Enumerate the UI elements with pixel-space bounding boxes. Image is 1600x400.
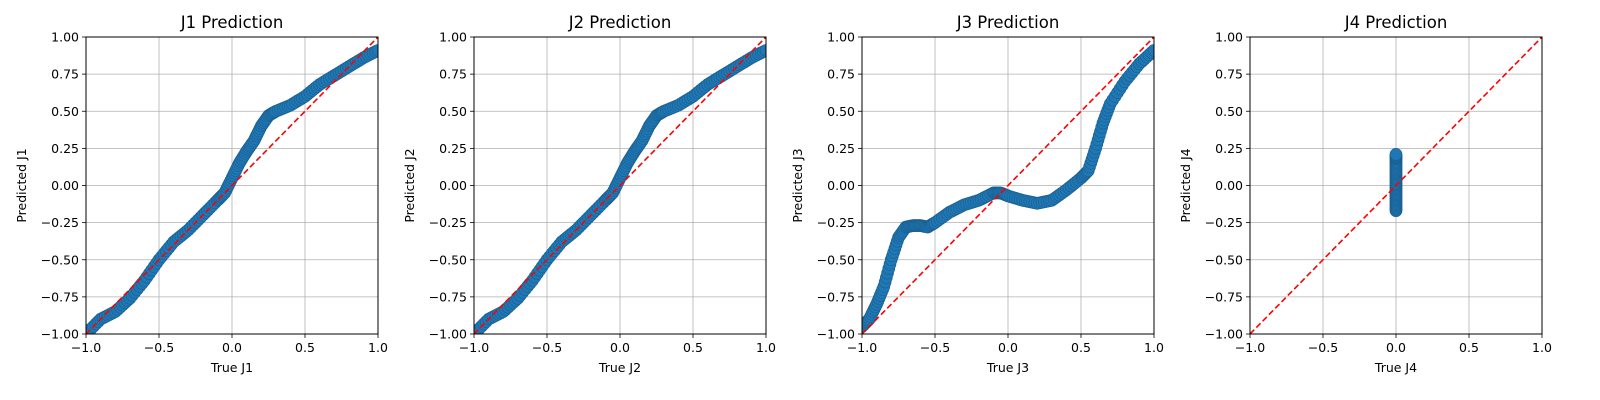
y-tick-label: 0.00 (51, 178, 79, 193)
chart-panel-1: −1.0 −0.5 0.0 0.5 1.0 −1.00 −0.75 −0.50 −0.25 0.0… (14, 13, 388, 375)
y-tick-label: 0.75 (439, 67, 467, 82)
y-tick-label: −0.25 (817, 215, 855, 230)
y-tick-label: 0.75 (51, 67, 79, 82)
y-tick-label: 0.00 (439, 178, 467, 193)
x-axis-label: True J2 (598, 360, 641, 375)
y-tick-label: −1.00 (1205, 327, 1243, 342)
scatter-point (1389, 148, 1403, 161)
y-tick-label: −0.75 (41, 289, 79, 304)
y-tick-label: −0.75 (429, 289, 467, 304)
y-tick-label: −0.50 (429, 252, 467, 267)
scatter-point (371, 44, 378, 57)
x-tick-label: −1.0 (1235, 340, 1265, 355)
scatter-series (86, 44, 378, 334)
x-axis-label: True J4 (1374, 360, 1417, 375)
x-tick-label: 0.5 (1459, 340, 1479, 355)
chart-panel-2: −1.0 −0.5 0.0 0.5 1.0 −1.00 −0.75 −0.50 −0.25 0.0… (402, 13, 776, 375)
y-tick-label: −1.00 (429, 327, 467, 342)
y-tick-label: 0.00 (1215, 178, 1243, 193)
x-tick-label: 0.0 (610, 340, 630, 355)
y-tick-label: 0.25 (51, 141, 79, 156)
y-tick-label: −0.25 (429, 215, 467, 230)
reference-line (862, 37, 1154, 334)
y-tick-label: 1.00 (827, 30, 855, 45)
y-axis-label: Predicted J1 (14, 148, 29, 222)
x-tick-label: 0.5 (1071, 340, 1091, 355)
x-tick-label: 1.0 (1144, 340, 1164, 355)
x-tick-label: −0.5 (1308, 340, 1338, 355)
chart-panel-3: −1.0 −0.5 0.0 0.5 1.0 −1.00 −0.75 −0.50 −0.25 0.0… (790, 13, 1164, 375)
x-tick-label: 0.0 (998, 340, 1018, 355)
y-tick-label: 0.50 (439, 104, 467, 119)
scatter-series (862, 44, 1154, 333)
y-tick-label: 0.50 (1215, 104, 1243, 119)
x-tick-label: −1.0 (459, 340, 489, 355)
chart-panel-4: −1.0 −0.5 0.0 0.5 1.0 −1.00 −0.75 −0.50 −0.25 0.0… (1178, 13, 1552, 375)
x-tick-label: −0.5 (920, 340, 950, 355)
chart-title: J3 Prediction (956, 13, 1060, 32)
scatter-point (759, 44, 766, 57)
y-tick-label: 0.50 (827, 104, 855, 119)
scatter-series (1389, 148, 1403, 218)
y-tick-label: 0.75 (827, 67, 855, 82)
y-tick-label: −0.50 (1205, 252, 1243, 267)
y-tick-label: 0.25 (1215, 141, 1243, 156)
y-tick-label: 0.50 (51, 104, 79, 119)
y-axis-label: Predicted J2 (402, 148, 417, 222)
y-tick-label: 1.00 (1215, 30, 1243, 45)
y-tick-label: 1.00 (439, 30, 467, 45)
x-tick-label: 1.0 (1532, 340, 1552, 355)
x-tick-label: 0.0 (222, 340, 242, 355)
y-tick-label: 0.00 (827, 178, 855, 193)
x-tick-label: −1.0 (71, 340, 101, 355)
y-tick-label: −0.50 (41, 252, 79, 267)
x-tick-label: 0.5 (295, 340, 315, 355)
chart-title: J4 Prediction (1344, 13, 1448, 32)
chart-title: J1 Prediction (180, 13, 284, 32)
y-tick-label: −1.00 (41, 327, 79, 342)
chart-title: J2 Prediction (568, 13, 672, 32)
x-tick-label: −1.0 (847, 340, 877, 355)
x-tick-label: 0.5 (683, 340, 703, 355)
y-tick-label: 0.75 (1215, 67, 1243, 82)
y-tick-label: 0.25 (827, 141, 855, 156)
x-tick-label: 0.0 (1386, 340, 1406, 355)
reference-line (86, 37, 378, 334)
reference-line (1250, 37, 1542, 334)
y-tick-label: −0.75 (817, 289, 855, 304)
y-tick-label: −1.00 (817, 327, 855, 342)
x-axis-label: True J1 (210, 360, 253, 375)
x-axis-label: True J3 (986, 360, 1029, 375)
x-tick-label: 1.0 (756, 340, 776, 355)
x-tick-label: −0.5 (532, 340, 562, 355)
x-tick-label: 1.0 (368, 340, 388, 355)
reference-line (474, 37, 766, 334)
y-tick-label: −0.25 (41, 215, 79, 230)
y-tick-label: 0.25 (439, 141, 467, 156)
y-axis-label: Predicted J4 (1178, 148, 1193, 222)
y-tick-label: −0.75 (1205, 289, 1243, 304)
x-tick-label: −0.5 (144, 340, 174, 355)
scatter-series (474, 44, 766, 334)
y-tick-label: −0.50 (817, 252, 855, 267)
scatter-point (1147, 44, 1154, 57)
y-axis-label: Predicted J3 (790, 148, 805, 222)
y-tick-label: −0.25 (1205, 215, 1243, 230)
y-tick-label: 1.00 (51, 30, 79, 45)
